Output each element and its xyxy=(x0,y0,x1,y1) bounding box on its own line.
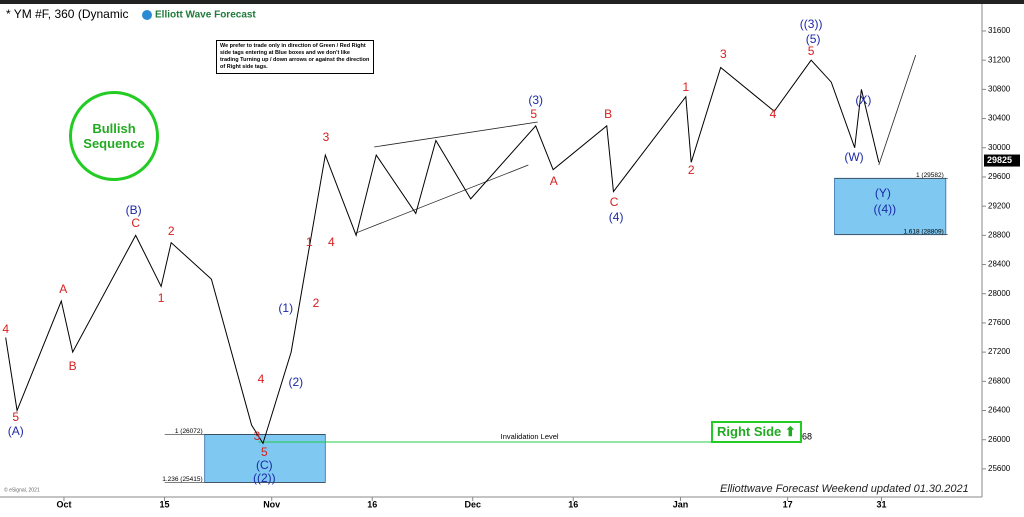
wave-label: 5 xyxy=(261,445,268,459)
bullish-sequence: Bullish Sequence xyxy=(69,91,159,181)
y-tick-label: 29200 xyxy=(988,201,1011,210)
wave-label: 2 xyxy=(168,224,175,238)
wave-label: 4 xyxy=(770,107,777,121)
wave-label: ((4)) xyxy=(874,202,897,216)
logo-icon xyxy=(142,10,152,20)
right-side-tag: Right Side ⬆ xyxy=(711,421,802,443)
x-tick-label: Dec xyxy=(464,499,481,509)
y-tick-label: 26800 xyxy=(988,376,1011,385)
y-tick-label: 30800 xyxy=(988,84,1011,93)
note-box: We prefer to trade only in direction of … xyxy=(216,40,374,74)
box-label: 1 (29582) xyxy=(916,172,944,179)
wave-label: 1 xyxy=(158,291,165,305)
blue-box xyxy=(834,177,947,236)
wave-label: 3 xyxy=(254,429,261,443)
wave-label: (B) xyxy=(126,203,142,217)
x-tick-label: 17 xyxy=(783,499,793,509)
wave-label: (5) xyxy=(806,32,821,46)
wave-label: (Y) xyxy=(875,186,891,200)
y-tick-label: 31200 xyxy=(988,55,1011,64)
wave-label: 1 xyxy=(682,80,689,94)
y-tick-label: 26400 xyxy=(988,406,1011,415)
wave-label: 4 xyxy=(328,235,335,249)
box-label: 1 (26072) xyxy=(175,428,203,435)
wave-label: 3 xyxy=(720,47,727,61)
wave-label: 5 xyxy=(530,107,537,121)
x-tick-label: Oct xyxy=(56,499,71,509)
copyright: © eSignal, 2021 xyxy=(4,486,40,493)
wave-label: (A) xyxy=(8,424,24,438)
wave-label: 2 xyxy=(688,163,695,177)
footer: Elliottwave Forecast Weekend updated 01.… xyxy=(720,483,969,495)
x-tick-label: Jan xyxy=(673,499,689,509)
invalidation-label: Invalidation Level xyxy=(501,432,559,441)
wave-label: 3 xyxy=(323,130,330,144)
wave-label: 2 xyxy=(313,296,320,310)
trend-line xyxy=(878,54,917,166)
y-tick-label: 28800 xyxy=(988,230,1011,239)
wave-label: (4) xyxy=(609,210,624,224)
trend-line xyxy=(355,164,529,234)
y-tick-label: 26000 xyxy=(988,435,1011,444)
y-tick-label: 25600 xyxy=(988,464,1011,473)
wave-label: ((3)) xyxy=(800,17,823,31)
price-line xyxy=(5,59,880,445)
wave-label: 4 xyxy=(2,322,9,336)
wave-label: B xyxy=(604,107,612,121)
logo: Elliott Wave Forecast xyxy=(155,10,256,21)
wave-label: (1) xyxy=(278,301,293,315)
wave-label: C xyxy=(610,195,619,209)
last-price-tag xyxy=(984,154,1020,167)
y-tick-label: 30400 xyxy=(988,114,1011,123)
x-tick-label: 15 xyxy=(159,499,169,509)
y-tick-label: 29600 xyxy=(988,172,1011,181)
y-tick-label: 30000 xyxy=(988,143,1011,152)
wave-label: ((2)) xyxy=(253,471,276,485)
right-side-text: Right Side xyxy=(717,424,782,439)
x-tick-label: 31 xyxy=(876,499,886,509)
box-label: 1.618 (28809) xyxy=(903,228,943,235)
wave-label: C xyxy=(131,216,140,230)
x-tick-label: Nov xyxy=(263,499,280,509)
box-label: 1.236 (25415) xyxy=(162,476,202,483)
wave-label: (W) xyxy=(844,150,863,164)
y-tick-label: 31600 xyxy=(988,26,1011,35)
y-tick-label: 27200 xyxy=(988,347,1011,356)
wave-label: A xyxy=(59,282,67,296)
last-price: 29825 xyxy=(987,155,1012,165)
x-tick-label: 16 xyxy=(367,499,377,509)
wave-label: 5 xyxy=(808,44,815,58)
y-tick-label: 28000 xyxy=(988,289,1011,298)
wave-label: 1 xyxy=(306,235,313,249)
y-tick-label: 27600 xyxy=(988,318,1011,327)
top-frame xyxy=(0,0,1024,4)
wave-label: B xyxy=(69,359,77,373)
wave-label: 5 xyxy=(12,410,19,424)
wave-label: (C) xyxy=(256,458,273,472)
wave-label: 4 xyxy=(258,372,265,386)
x-tick-label: 16 xyxy=(568,499,578,509)
wave-label: (2) xyxy=(288,375,303,389)
chart-title: * YM #F, 360 (Dynamic xyxy=(6,7,129,21)
trend-line xyxy=(374,121,538,148)
wave-label: A xyxy=(550,174,558,188)
wave-label: (3) xyxy=(528,93,543,107)
y-tick-label: 28400 xyxy=(988,260,1011,269)
wave-label: (X) xyxy=(855,93,871,107)
